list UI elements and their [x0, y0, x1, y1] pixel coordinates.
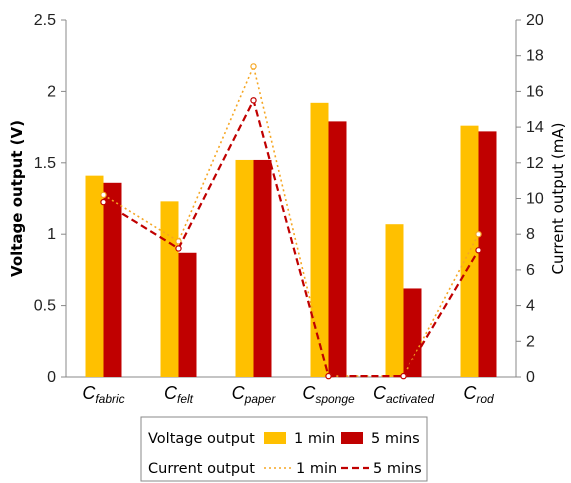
y-axis-title-left: Voltage output (V): [8, 120, 26, 277]
point-current-5-mins-felt: [175, 245, 182, 252]
y-left-tick-label: 0.5: [34, 298, 56, 315]
x-tick-label-activated: Cactivated: [373, 383, 434, 406]
y-right-tick-label: 18: [526, 48, 544, 65]
bar-1-min-activated: [385, 224, 404, 377]
x-tick-label-rod: Crod: [463, 383, 494, 406]
y-right-tick-label: 14: [526, 119, 544, 136]
y-axis-title-right: Current output (mA): [549, 123, 567, 275]
bar-5-mins-paper: [253, 159, 272, 377]
bar-1-min-rod: [460, 125, 479, 377]
legend-item-label: 5 mins: [371, 431, 420, 447]
point-current-1-min-paper: [250, 63, 257, 70]
bar-5-mins-rod: [478, 131, 497, 377]
y-left-tick-label: 2.5: [34, 12, 56, 29]
bar-1-min-sponge: [310, 102, 329, 377]
y-right-tick-label: 2: [526, 333, 535, 350]
legend-item-label: 5 mins: [373, 461, 422, 477]
point-current-1-min-rod: [475, 230, 482, 238]
legend-item-label: 1 min: [296, 461, 337, 477]
point-current-1-min-felt: [175, 238, 182, 245]
legend-swatch-1-min: [264, 432, 286, 444]
y-right-tick-label: 4: [526, 298, 535, 315]
bar-5-mins-activated: [403, 288, 422, 377]
bar-1-min-felt: [160, 201, 179, 377]
y-right-tick-label: 16: [526, 83, 544, 100]
bar-5-mins-fabric: [103, 182, 122, 377]
legend-row-label: Voltage output: [148, 431, 255, 447]
x-tick-label-sponge: Csponge: [302, 383, 355, 406]
y-right-tick-label: 10: [526, 191, 544, 208]
x-tick-label-felt: Cfelt: [164, 383, 194, 406]
y-right-tick-label: 0: [526, 369, 535, 386]
legend-row-label: Current output: [148, 461, 255, 477]
x-tick-label-fabric: Cfabric: [82, 383, 124, 406]
bar-1-min-paper: [235, 159, 254, 377]
y-left-tick-label: 0: [47, 369, 56, 386]
y-right-tick-label: 20: [526, 12, 544, 29]
y-right-tick-label: 6: [526, 262, 535, 279]
y-left-tick-label: 1: [47, 226, 56, 243]
y-right-tick-label: 8: [526, 226, 535, 243]
point-current-5-mins-activated: [400, 372, 407, 380]
point-current-5-mins-paper: [250, 97, 257, 104]
point-current-5-mins-fabric: [100, 198, 107, 206]
point-current-5-mins-sponge: [325, 372, 332, 380]
y-right-tick-label: 12: [526, 155, 544, 172]
bar-5-mins-felt: [178, 252, 197, 377]
bar-5-mins-sponge: [328, 121, 347, 377]
point-current-5-mins-rod: [475, 247, 482, 254]
y-left-tick-label: 2: [47, 83, 56, 100]
point-current-1-min-fabric: [100, 191, 107, 199]
y-left-tick-label: 1.5: [34, 155, 56, 172]
line-series-current-1-min: [103, 63, 480, 377]
legend-swatch-5-mins: [341, 432, 363, 444]
line-series-current-5-mins: [102, 97, 480, 378]
bar-1-min-fabric: [85, 175, 104, 377]
x-tick-label-paper: Cpaper: [232, 383, 277, 406]
legend-item-label: 1 min: [294, 431, 335, 447]
legend-box: [140, 416, 428, 482]
